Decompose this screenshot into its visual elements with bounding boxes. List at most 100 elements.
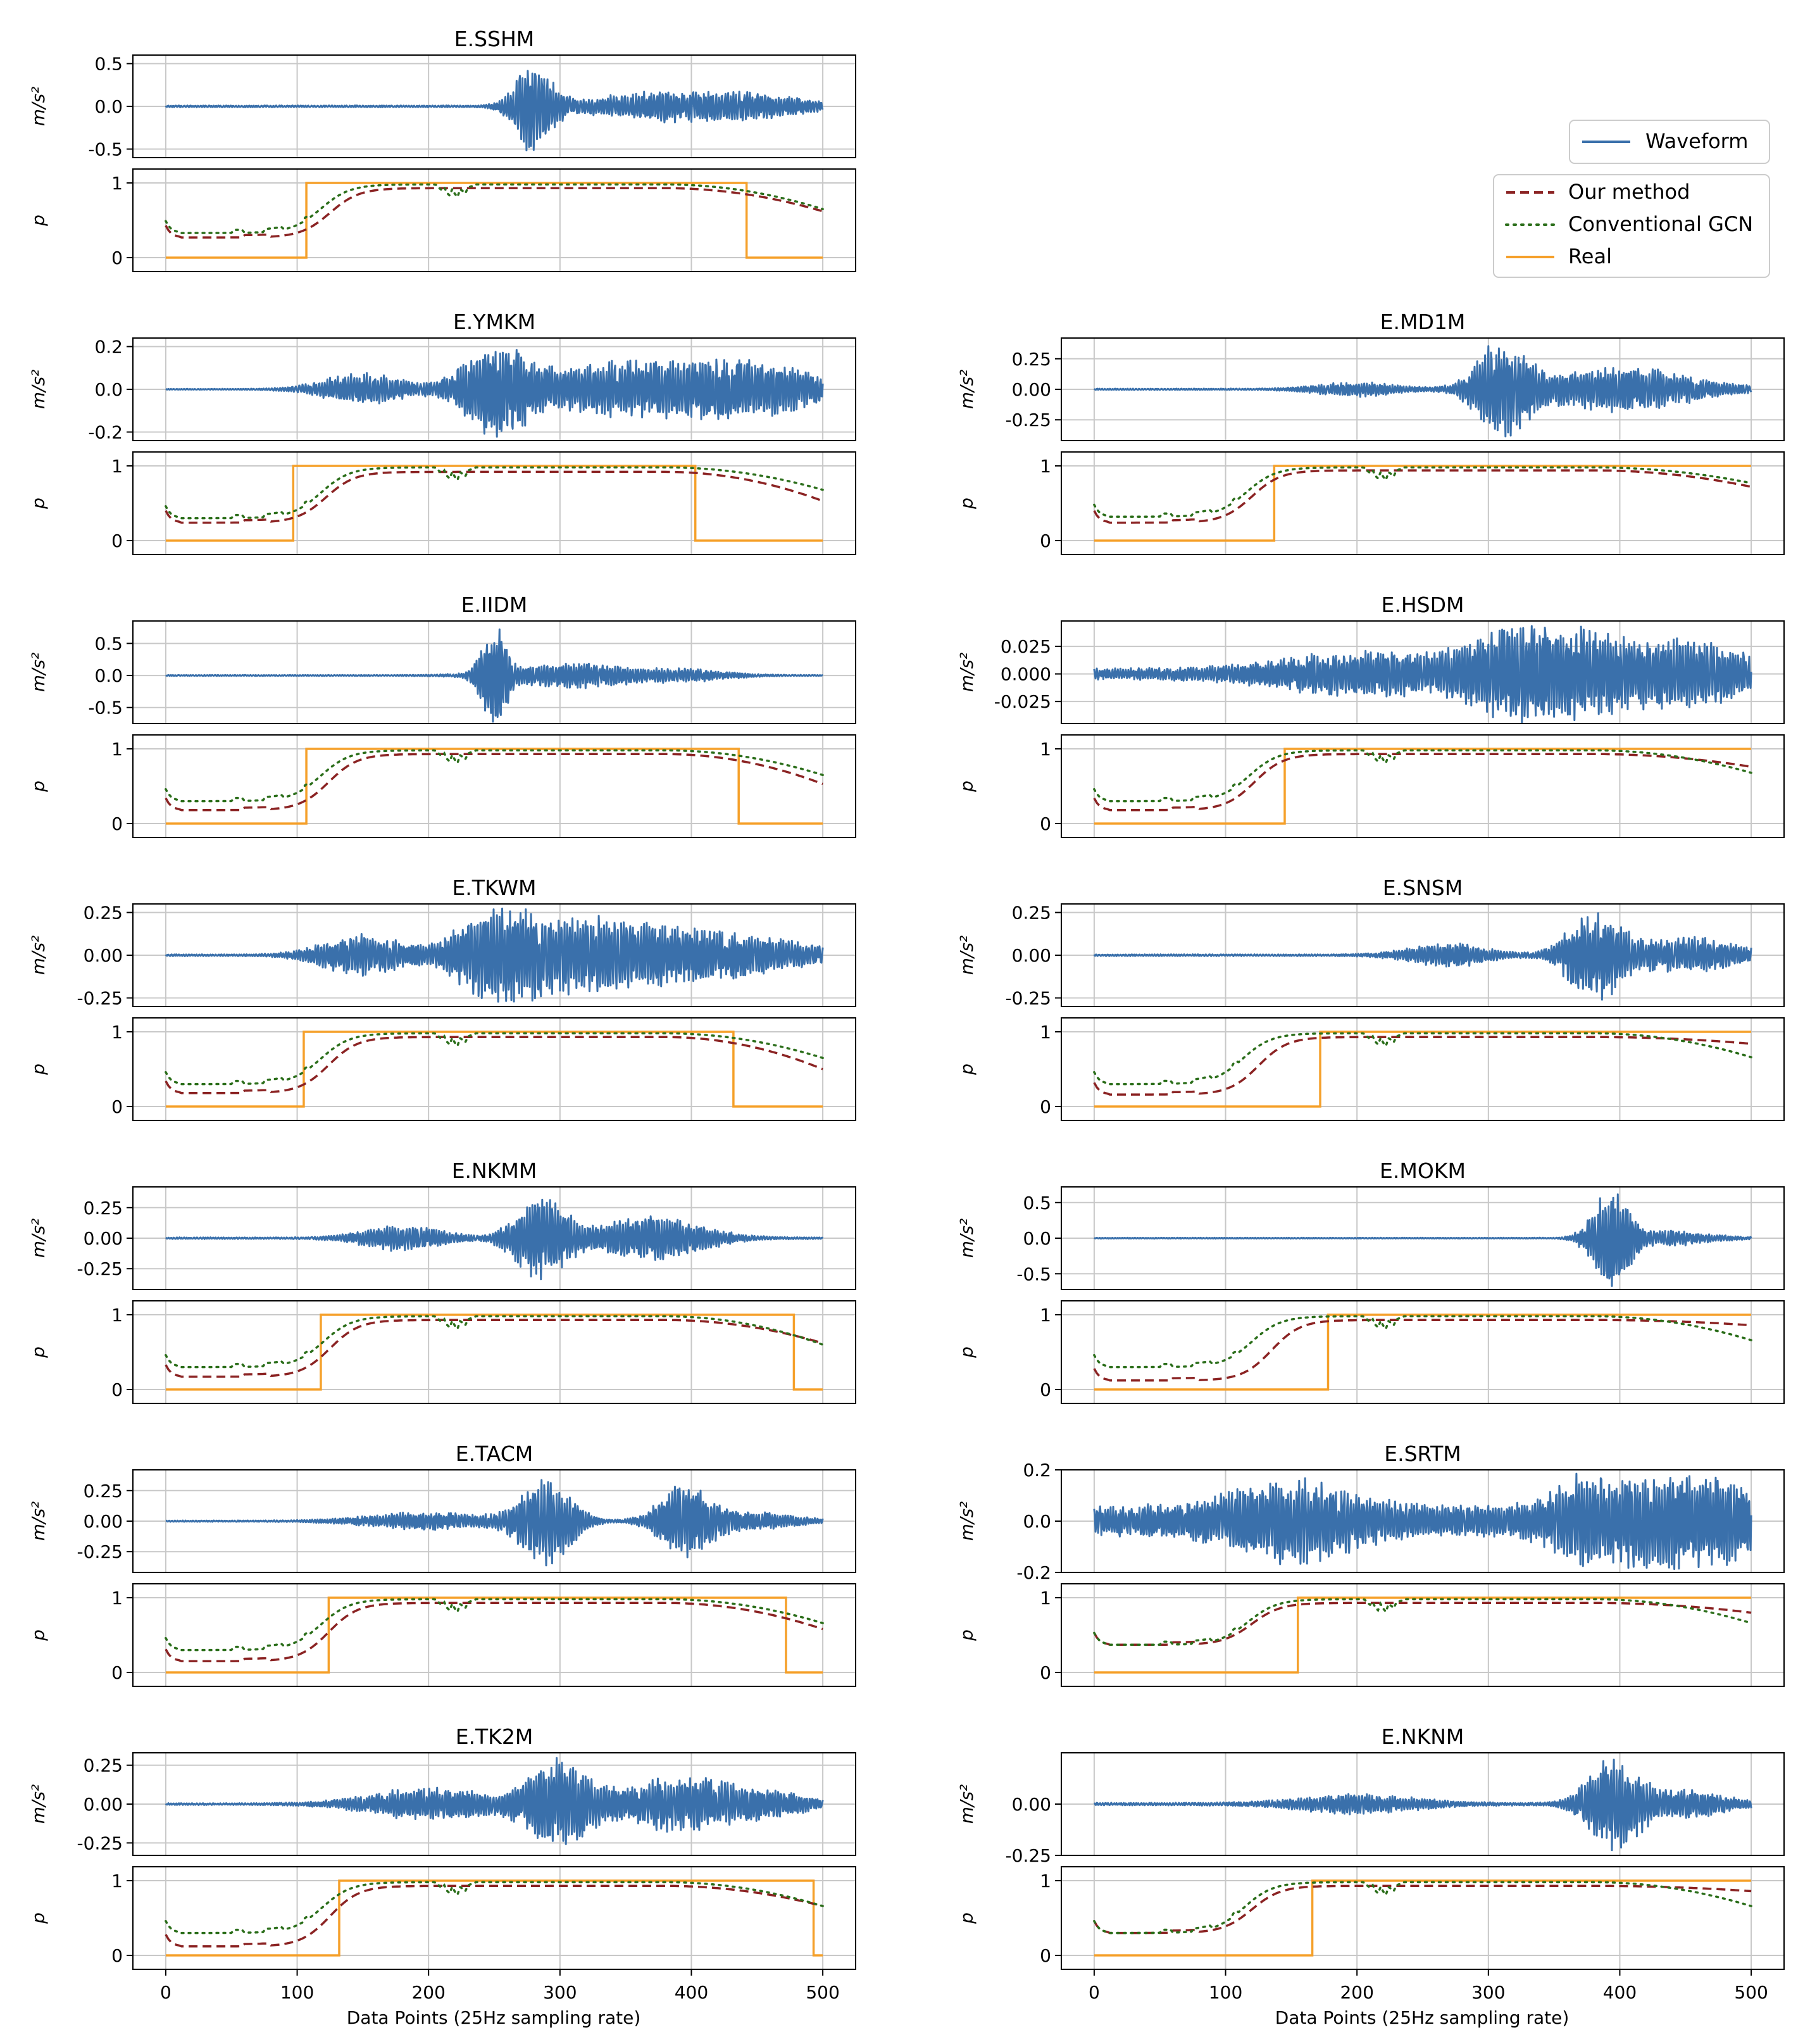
prob-y-tick-label: 0 [111,1096,123,1117]
legend-probability: Our method Conventional GCN Real [1493,174,1770,278]
panel-title: E.SNSM [1383,875,1463,900]
probability-y-label: p [956,781,977,793]
wave-y-tick-label: 0.00 [84,1228,123,1249]
waveform-y-label: m/s² [28,936,49,975]
wave-y-tick-label: 0.0 [1023,1228,1051,1249]
prob-y-tick-label: 0 [1040,1662,1051,1683]
prob-y-tick-label: 0 [111,1662,123,1683]
conventional-gcn-line [1093,1598,1752,1646]
panel-title: E.YMKM [453,310,535,334]
wave-y-tick-label: 0.00 [84,1511,123,1532]
conventional-gcn-line [1093,1881,1752,1934]
our-method-line [165,1036,823,1094]
prob-y-tick-label: 1 [1040,739,1051,760]
wave-y-tick-label: 0.0 [1023,1511,1051,1532]
conventional-gcn-line [1093,1315,1752,1369]
wave-y-tick-label: 0.00 [84,945,123,966]
probability-axes-frame [132,451,856,555]
waveform-axes-frame [132,903,856,1007]
station-panel-e-snsm: E.SNSM 0.25 0.00 -0.25 m/s² 0 1 p [956,875,1785,1121]
probability-y-label: p [956,1629,977,1641]
prob-y-tick-label: 1 [111,1022,123,1043]
station-panel-e-hsdm: E.HSDM 0.025 0.000 -0.025 m/s² 0 1 p [956,593,1785,838]
panel-title: E.TKWM [452,875,536,900]
prob-y-tick-label: 1 [111,173,123,194]
wave-y-tick-label: -0.25 [1006,988,1051,1009]
wave-y-tick-label: 0.0 [94,96,123,117]
wave-y-tick-label: -0.2 [1016,1562,1051,1583]
waveform-line [165,1479,824,1567]
x-tick-label: 200 [411,1982,445,2003]
waveform-axes-frame [1061,1186,1785,1290]
wave-y-tick-label: 0.00 [1012,945,1051,966]
panel-title: E.TK2M [456,1724,534,1749]
conventional-gcn-line [1093,749,1752,803]
wave-y-tick-label: 0.5 [94,54,123,75]
waveform-y-label: m/s² [28,370,49,410]
wave-y-tick-label: 0.25 [84,1481,123,1502]
real-label-line [165,1031,823,1108]
waveform-y-label: m/s² [28,87,49,127]
prob-y-tick-label: 1 [1040,1305,1051,1326]
station-panel-e-iidm: E.IIDM 0.5 0.0 -0.5 m/s² 0 1 p [28,593,856,838]
real-label-line [165,1314,823,1391]
real-label-line [1094,1879,1752,1957]
prob-y-tick-label: 0 [111,1379,123,1400]
wave-y-tick-label: 0.25 [84,1755,123,1776]
waveform-axes-frame [132,620,856,724]
panel-title: E.NKNM [1382,1724,1464,1749]
probability-y-label: p [956,1346,977,1358]
waveform-y-label: m/s² [956,936,977,975]
x-tick-label: 300 [543,1982,577,2003]
station-panel-e-nknm: E.NKNM 0.00 -0.25 m/s² 0 1 p 0 100 200 300 400 500 [956,1724,1785,2003]
legend-waveform-label: Waveform [1645,129,1748,153]
panel-title: E.SRTM [1384,1441,1461,1466]
wave-y-tick-label: 0.000 [1001,664,1051,685]
station-panel-e-srtm: E.SRTM 0.2 0.0 -0.2 m/s² 0 1 p [956,1441,1785,1687]
probability-axes-frame [1061,1583,1785,1687]
waveform-axes-frame [1061,620,1785,724]
our-method-line [1093,753,1752,812]
conventional-gcn-line [165,1881,824,1934]
probability-y-label: p [28,215,49,227]
conventional-gcn-line [165,1315,824,1369]
real-label-line [165,465,823,542]
panel-title: E.SSHM [454,27,535,51]
x-tick-label: 200 [1340,1982,1373,2003]
probability-y-label: p [28,498,49,510]
waveform-y-label: m/s² [956,1219,977,1258]
legend-conventional-gcn-label: Conventional GCN [1568,212,1753,236]
wave-y-tick-label: -0.25 [77,1541,123,1562]
wave-y-tick-label: 0.25 [1012,903,1051,924]
legend-our-method-label: Our method [1568,180,1690,204]
real-label-line [1094,1596,1752,1674]
prob-y-tick-label: 0 [1040,813,1051,834]
station-panel-e-ymkm: E.YMKM 0.2 0.0 -0.2 m/s² 0 1 p [28,310,856,555]
wave-y-tick-label: 0.25 [84,903,123,924]
legend-real-label: Real [1568,244,1612,268]
waveform-line [165,1198,824,1281]
probability-axes-frame [132,734,856,838]
prob-y-tick-label: 1 [111,456,123,477]
x-tick-label: 0 [160,1982,172,2003]
wave-y-tick-label: 0.0 [94,379,123,400]
real-label-line [165,1596,823,1674]
panel-title: E.NKMM [452,1158,537,1183]
waveform-line [165,1757,824,1845]
wave-y-tick-label: 0.00 [84,1794,123,1815]
conventional-gcn-line [165,183,824,234]
wave-y-tick-label: 0.25 [84,1198,123,1219]
station-panel-e-mokm: E.MOKM 0.5 0.0 -0.5 m/s² 0 1 p [956,1158,1785,1404]
wave-y-tick-label: 0.025 [1001,636,1051,657]
wave-y-tick-label: 0.5 [94,633,123,654]
prob-y-tick-label: 0 [111,248,123,268]
wave-y-tick-label: 0.00 [1012,1794,1051,1815]
x-tick-label: 0 [1089,1982,1100,2003]
waveform-axes-frame [1061,1469,1785,1573]
waveform-axes-frame [1061,337,1785,441]
prob-y-tick-label: 1 [1040,1022,1051,1043]
waveform-axes-frame [1061,1752,1785,1856]
prob-y-tick-label: 0 [111,1945,123,1966]
prob-y-tick-label: 0 [1040,530,1051,551]
our-method-line [165,1884,823,1948]
